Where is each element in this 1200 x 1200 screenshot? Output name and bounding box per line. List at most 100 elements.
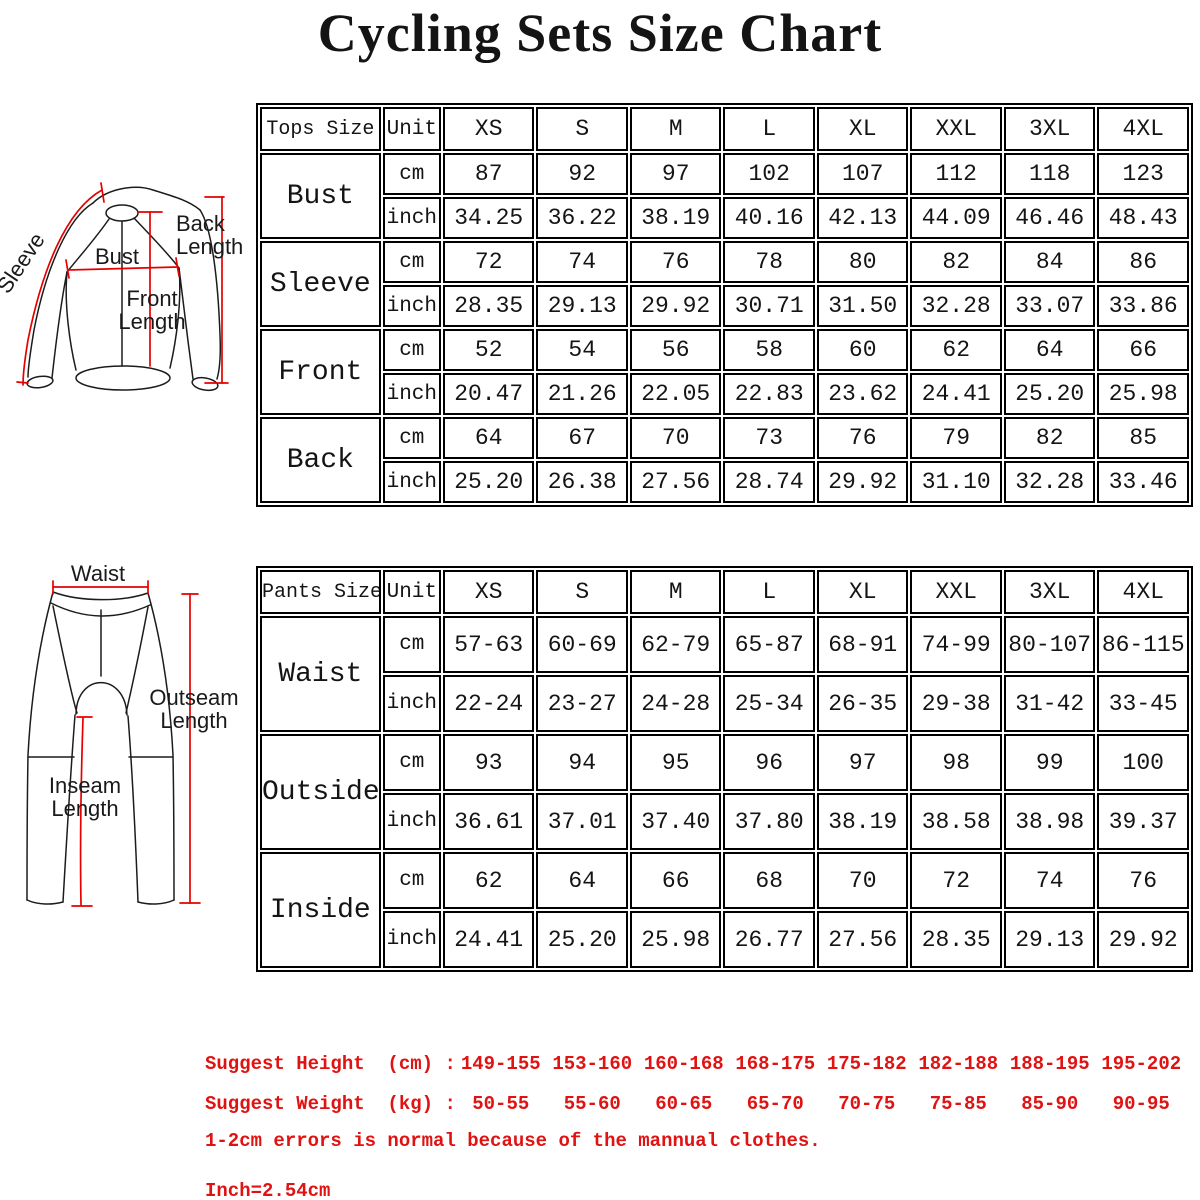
unit-cell: cm <box>382 616 441 673</box>
value-cell: 68 <box>723 852 815 909</box>
value-cell: 102 <box>723 153 815 195</box>
table-row: Back cm 64 67 70 73 76 79 82 85 <box>260 417 1189 503</box>
pants-measurement-lines <box>52 580 201 907</box>
size-header: M <box>629 570 722 614</box>
value-cell: 74 <box>1003 852 1096 909</box>
size-header: 3XL <box>1003 107 1096 151</box>
size-header: XXL <box>910 570 1002 614</box>
value-cell: 27.56 <box>816 911 909 968</box>
value-cell: 29.92 <box>1097 911 1189 968</box>
size-header: 3XL <box>1003 570 1096 614</box>
suggest-value: 90-95 <box>1112 1093 1170 1115</box>
page-title: Cycling Sets Size Chart <box>317 3 883 63</box>
table-row: Sleeve cm 72 74 76 78 80 82 84 86 <box>260 241 1189 327</box>
unit-header: Unit <box>382 570 441 614</box>
pants-chamois-bump <box>75 681 128 716</box>
value-cell: 40.16 <box>723 197 815 239</box>
value-cell: 25-34 <box>723 675 815 732</box>
table-row: inch 25.20 26.38 27.56 28.74 29.92 31.10 32.28 3… <box>260 461 1189 503</box>
jacket-left-sleeve-inner <box>51 271 68 379</box>
tops-size-table: Tops Size Unit XS S M L XL XXL 3XL 4XL Bust cm 87 92 9… <box>256 103 1193 507</box>
jacket-left-body-side <box>65 271 77 371</box>
suggest-value: 75-85 <box>929 1093 987 1115</box>
value-cell: 20.47 <box>442 373 535 415</box>
value-cell: 56 <box>629 329 722 371</box>
value-cell: 82 <box>1003 417 1096 459</box>
value-cell: 37.01 <box>536 793 628 850</box>
value-cell: 123 <box>1097 153 1189 195</box>
value-cell: 74 <box>536 241 628 283</box>
value-cell: 80-107 <box>1003 616 1096 673</box>
corner-header: Pants Size <box>260 570 381 614</box>
table-row: Front cm 52 54 56 58 60 62 64 66 <box>260 329 1189 415</box>
jacket-right-sleeve-outer <box>199 209 221 380</box>
value-cell: 24-28 <box>629 675 722 732</box>
value-cell: 37.80 <box>723 793 815 850</box>
value-cell: 112 <box>910 153 1002 195</box>
value-cell: 62 <box>442 852 535 909</box>
value-cell: 36.22 <box>536 197 628 239</box>
value-cell: 86-115 <box>1097 616 1189 673</box>
jacket-measurement-diagram: Sleeve Bust Back Length Front Length <box>0 182 243 392</box>
table-row: inch 20.47 21.26 22.05 22.83 23.62 24.41 25.20 2… <box>260 373 1189 415</box>
jacket-shoulder-top <box>92 186 201 211</box>
table-row: inch 28.35 29.13 29.92 30.71 31.50 32.28 33.07 3… <box>260 285 1189 327</box>
unit-cell: inch <box>382 675 441 732</box>
value-cell: 84 <box>1003 241 1096 283</box>
value-cell: 28.74 <box>723 461 815 503</box>
size-header: XXL <box>910 107 1002 151</box>
table-row: Bust cm 87 92 97 102 107 112 118 123 <box>260 153 1189 239</box>
value-cell: 64 <box>1003 329 1096 371</box>
pants-label-waist: Waist <box>71 561 125 586</box>
size-header: XS <box>442 107 535 151</box>
jacket-label-sleeve: Sleeve <box>0 228 50 298</box>
unit-header: Unit <box>382 107 441 151</box>
suggest-value: 168-175 <box>735 1053 816 1075</box>
value-cell: 24.41 <box>442 911 535 968</box>
pants-right-ankle <box>137 899 175 905</box>
value-cell: 85 <box>1097 417 1189 459</box>
value-cell: 28.35 <box>910 911 1002 968</box>
pants-right-leg-outer <box>147 592 175 901</box>
value-cell: 25.20 <box>1003 373 1096 415</box>
value-cell: 64 <box>536 852 628 909</box>
measurement-label: Back <box>260 417 381 503</box>
jacket-collar <box>105 204 139 222</box>
sleeve-measure-tick-top <box>100 182 105 203</box>
suggest-height-label: Suggest Height (cm) : <box>205 1053 468 1075</box>
suggest-value: 149-155 <box>460 1053 541 1075</box>
value-cell: 58 <box>723 329 815 371</box>
table-row: inch 24.41 25.20 25.98 26.77 27.56 28.35 29.13 2… <box>260 911 1189 968</box>
corner-header: Tops Size <box>260 107 381 151</box>
pants-left-ankle <box>26 899 64 905</box>
value-cell: 52 <box>442 329 535 371</box>
value-cell: 25.20 <box>442 461 535 503</box>
jacket-outline <box>26 186 221 392</box>
value-cell: 23-27 <box>536 675 628 732</box>
note-errors: 1-2cm errors is normal because of the ma… <box>205 1130 821 1152</box>
pants-waistband-top <box>52 591 149 601</box>
value-cell: 28.35 <box>442 285 535 327</box>
value-cell: 57-63 <box>442 616 535 673</box>
measurement-label: Front <box>260 329 381 415</box>
value-cell: 31.50 <box>816 285 909 327</box>
jacket-right-cuff <box>191 376 219 392</box>
value-cell: 48.43 <box>1097 197 1189 239</box>
suggest-value: 160-168 <box>643 1053 724 1075</box>
value-cell: 80 <box>816 241 909 283</box>
value-cell: 99 <box>1003 734 1096 791</box>
pants-right-leg-inner <box>127 715 139 903</box>
size-header: 4XL <box>1097 107 1189 151</box>
value-cell: 67 <box>536 417 628 459</box>
value-cell: 96 <box>723 734 815 791</box>
jacket-measurement-lines <box>16 182 229 386</box>
unit-cell: cm <box>382 329 441 371</box>
value-cell: 74-99 <box>910 616 1002 673</box>
size-header: S <box>536 107 628 151</box>
value-cell: 87 <box>442 153 535 195</box>
suggest-value: 65-70 <box>746 1093 804 1115</box>
value-cell: 73 <box>723 417 815 459</box>
value-cell: 70 <box>816 852 909 909</box>
jacket-right-sleeve-inner <box>178 267 194 380</box>
